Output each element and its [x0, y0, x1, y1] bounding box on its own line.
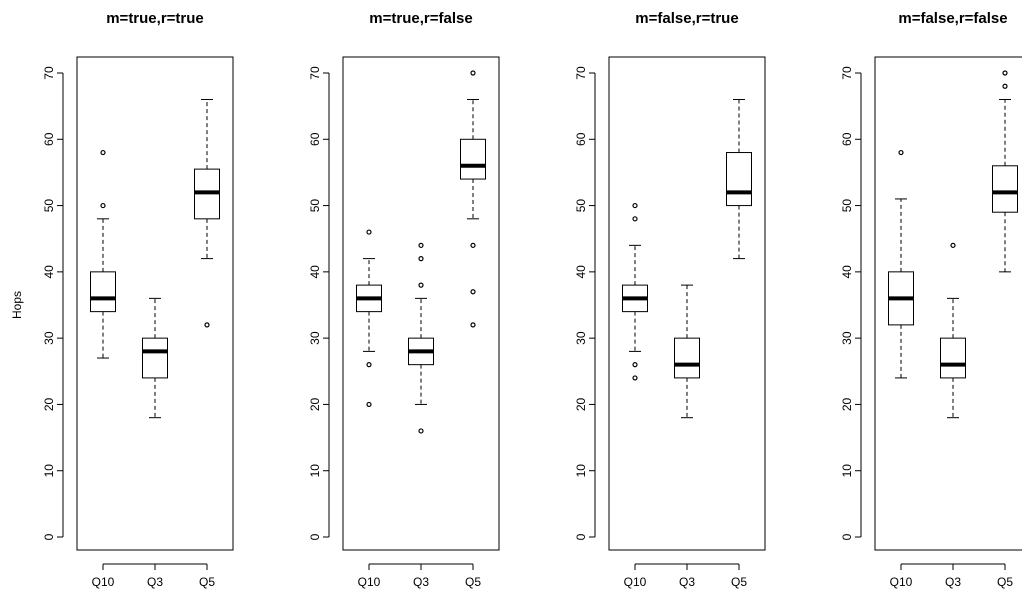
- outlier-point: [950, 242, 956, 248]
- y-tick-label: 20: [308, 397, 322, 411]
- x-tick-label: Q3: [679, 575, 695, 589]
- x-tick-label: Q3: [147, 575, 163, 589]
- outlier-point: [470, 289, 476, 295]
- outlier-point: [632, 216, 638, 222]
- y-tick-label: 30: [840, 331, 854, 345]
- y-tick-label: 70: [308, 66, 322, 80]
- outlier-point: [100, 202, 106, 209]
- x-tick-label: Q3: [413, 575, 429, 589]
- x-tick-label: Q10: [624, 575, 647, 589]
- box-iqr: [460, 138, 486, 180]
- outlier-point: [366, 362, 372, 368]
- y-tick-label: 60: [42, 132, 56, 146]
- y-tick-label: 40: [42, 265, 56, 279]
- x-tick-label: Q5: [997, 575, 1013, 589]
- y-axis-label: Hops: [10, 291, 24, 319]
- x-tick-label: Q5: [465, 575, 481, 589]
- y-tick-label: 10: [308, 464, 322, 478]
- outlier-point: [470, 70, 476, 76]
- y-tick-label: 40: [840, 265, 854, 279]
- outlier-point: [100, 149, 106, 156]
- y-tick-label: 10: [840, 464, 854, 478]
- outlier-point: [470, 322, 476, 328]
- outlier-point: [418, 242, 424, 248]
- plot-frame: [76, 56, 234, 551]
- y-tick-label: 30: [42, 331, 56, 345]
- y-tick-label: 30: [308, 331, 322, 345]
- box-iqr: [726, 152, 752, 207]
- outlier-point: [470, 242, 476, 248]
- outlier-point: [632, 202, 638, 209]
- y-tick-label: 30: [574, 331, 588, 345]
- y-tick-label: 0: [574, 533, 588, 540]
- y-tick-label: 40: [308, 265, 322, 279]
- outlier-point: [204, 322, 210, 328]
- x-tick-label: Q10: [890, 575, 913, 589]
- outlier-point: [1002, 83, 1008, 89]
- x-tick-label: Q10: [92, 575, 115, 589]
- outlier-point: [366, 401, 372, 408]
- box-iqr: [940, 337, 966, 379]
- box-iqr: [90, 271, 116, 313]
- y-tick-label: 60: [308, 132, 322, 146]
- y-tick-label: 70: [840, 66, 854, 80]
- x-tick-label: Q3: [945, 575, 961, 589]
- plot-frame: [608, 56, 766, 551]
- y-tick-label: 0: [840, 533, 854, 540]
- x-tick-label: Q5: [199, 575, 215, 589]
- box-iqr: [992, 165, 1018, 213]
- outlier-point: [366, 229, 372, 235]
- y-tick-label: 20: [840, 397, 854, 411]
- x-tick-label: Q5: [731, 575, 747, 589]
- y-tick-label: 60: [840, 132, 854, 146]
- outlier-point: [418, 256, 424, 262]
- y-tick-label: 50: [840, 199, 854, 213]
- y-tick-label: 0: [42, 533, 56, 540]
- y-tick-label: 10: [574, 464, 588, 478]
- y-tick-label: 50: [42, 199, 56, 213]
- plot-frame: [342, 56, 500, 551]
- y-tick-label: 70: [42, 66, 56, 80]
- y-tick-label: 20: [574, 397, 588, 411]
- outlier-point: [1002, 70, 1008, 76]
- outlier-point: [418, 282, 424, 288]
- y-tick-label: 60: [574, 132, 588, 146]
- y-tick-label: 70: [574, 66, 588, 80]
- outlier-point: [632, 362, 638, 368]
- y-tick-label: 0: [308, 533, 322, 540]
- panel-title: m=true,r=false: [369, 10, 472, 27]
- panel-title: m=false,r=false: [898, 10, 1007, 27]
- y-tick-label: 40: [574, 265, 588, 279]
- box-iqr: [142, 337, 168, 379]
- x-tick-label: Q10: [358, 575, 381, 589]
- y-tick-label: 10: [42, 464, 56, 478]
- plot-frame: [874, 56, 1022, 551]
- outlier-point: [418, 428, 424, 434]
- box-iqr: [674, 337, 700, 379]
- y-tick-label: 50: [308, 199, 322, 213]
- outlier-point: [632, 375, 638, 381]
- panel-title: m=false,r=true: [635, 10, 738, 27]
- y-tick-label: 20: [42, 397, 56, 411]
- outlier-point: [898, 149, 904, 156]
- y-tick-label: 50: [574, 199, 588, 213]
- panel-title: m=true,r=true: [106, 10, 204, 27]
